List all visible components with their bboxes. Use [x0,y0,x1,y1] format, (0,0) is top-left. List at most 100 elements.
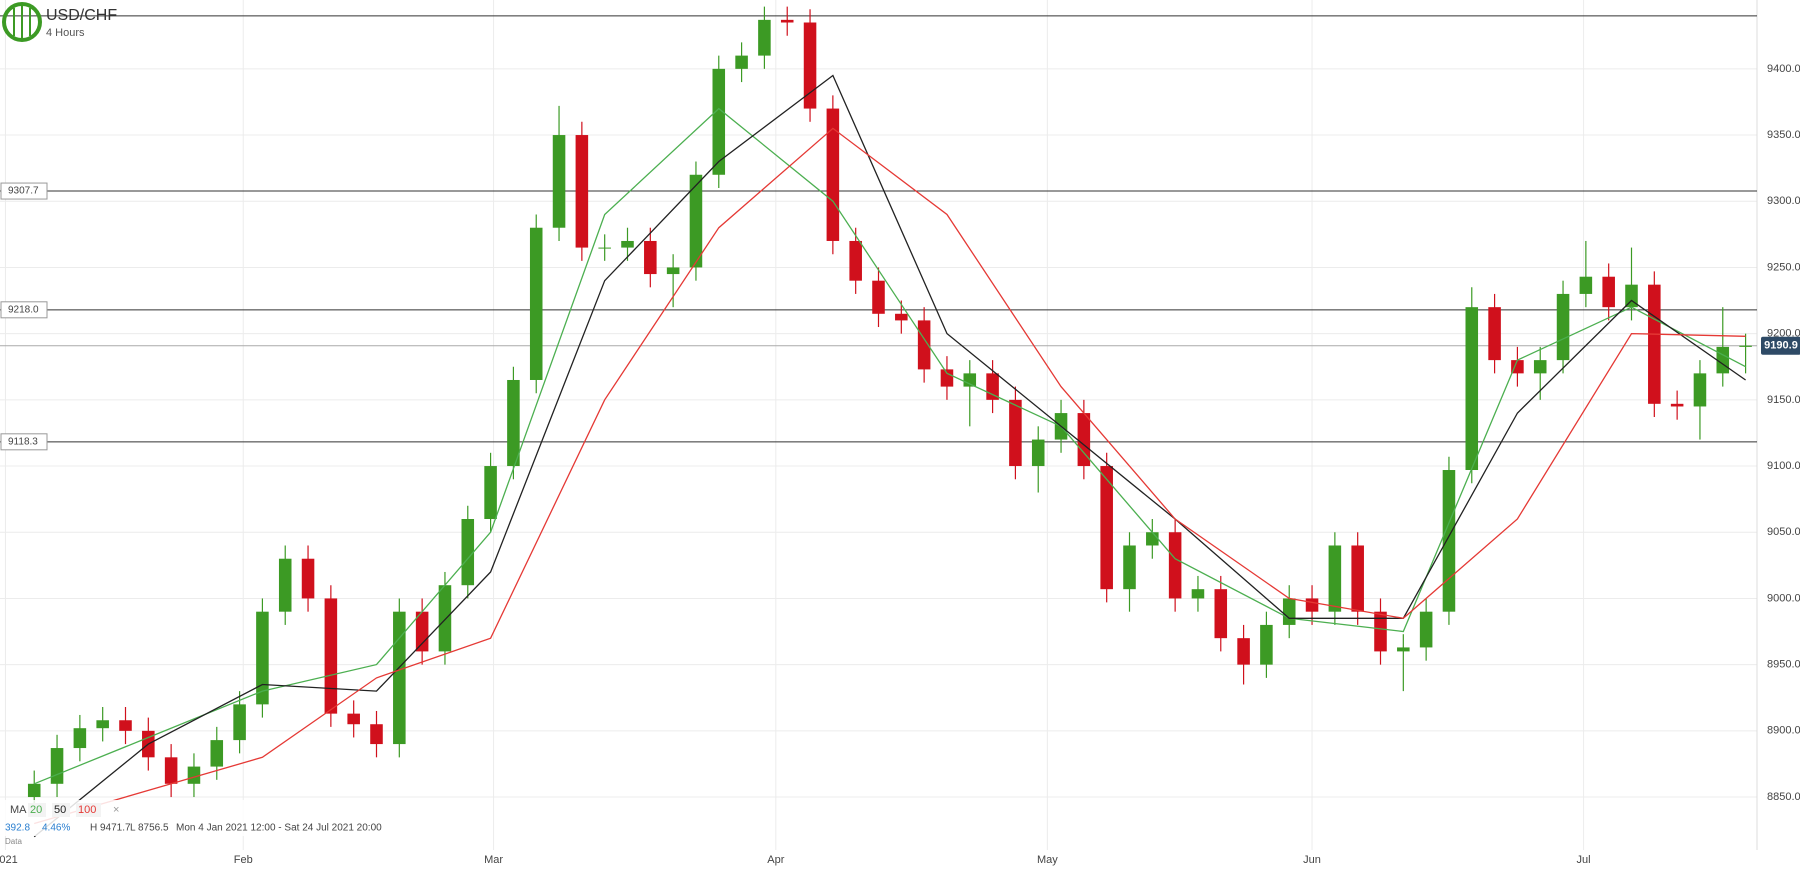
candle-body [1442,470,1456,612]
candle-body [119,720,132,731]
candle-body [484,466,497,520]
candle-body [963,373,977,387]
y-tick-label: 8950.0 [1767,659,1800,671]
candle-body [598,247,611,249]
candle-body [666,267,680,275]
candle-body [1009,399,1022,467]
candle-body [1191,589,1205,599]
candle-body [552,135,566,228]
y-tick-label: 9000.0 [1767,592,1800,604]
candle-body [529,227,543,380]
candle-body [1328,545,1342,612]
y-tick-label: 8850.0 [1767,791,1800,803]
candle-body [1100,466,1113,590]
candle-body [575,135,589,248]
candle-body [1123,545,1136,590]
candle-body [1625,284,1638,308]
y-tick-label: 9300.0 [1767,195,1800,207]
candle-body [233,704,246,741]
candle-body [1214,589,1228,639]
candle-body [1716,346,1730,374]
candle-body [27,783,41,798]
legend-swatch [76,803,101,817]
x-tick-label: Mar [484,854,503,866]
candle-body [758,19,771,56]
x-tick-label: 2021 [0,854,18,866]
candle-body [644,240,657,275]
candle-body [1579,276,1593,294]
candle-body [278,558,292,612]
info-high: H 9471.7 [90,823,131,834]
candle-body [1739,345,1752,347]
legend-entry: 50 [54,804,66,816]
y-tick-label: 9250.0 [1767,261,1800,273]
candle-body [986,373,999,400]
candle-body [210,740,224,767]
level-label-box [0,301,48,319]
candle-body [73,728,87,749]
legend-swatch [52,803,70,817]
candle-body [689,174,703,268]
legend-entry: 20 [30,804,42,816]
candle-body [415,611,429,652]
candle-body [712,68,726,175]
level-label: 9218.0 [8,304,39,315]
y-tick-label: 9100.0 [1767,460,1800,472]
candle-body [1670,403,1684,407]
level-label-box [0,433,48,451]
candle-body [1511,360,1524,374]
x-tick-label: Apr [767,854,784,866]
candle-body [1465,307,1479,471]
candle-body [1419,611,1433,648]
chart-subtitle: 4 Hours [46,27,85,39]
level-label: 9307.7 [8,186,39,197]
candle-body [826,108,840,241]
legend-close: × [113,804,119,816]
x-tick-label: May [1037,854,1058,866]
y-tick-label: 9050.0 [1767,526,1800,538]
candle-body [256,611,269,705]
candle-body [780,19,794,23]
candle-body [1351,545,1364,612]
candle-body [1397,647,1410,652]
ma-line [33,107,1746,785]
candle-body [1488,307,1501,361]
info-change-pct: 4.46% [42,823,70,834]
candle-body [895,313,908,321]
candle-body [849,240,862,281]
candle-body [1533,360,1547,374]
candle-body [1237,638,1250,665]
last-price-label: 9190.9 [1764,340,1798,352]
candle-body [1556,293,1570,361]
info-source: Data [5,837,22,846]
candle-body [940,369,954,387]
plot-area: 9307.7 9218.0 9118.3 [0,0,1758,850]
candle-body [621,240,634,248]
candle-body [1168,532,1182,599]
candle-body [1693,373,1707,407]
candle-body [50,748,64,784]
candle-body [803,22,817,109]
y-tick-label: 9400.0 [1767,63,1800,75]
logo-mark [13,4,31,40]
x-tick-label: Jul [1577,854,1591,866]
logo [2,2,42,42]
ma-line [34,127,1746,825]
candle-body [438,585,452,652]
candle-body [872,280,885,314]
ma-line [33,74,1746,838]
y-tick-label: 9350.0 [1767,129,1800,141]
candle-body [1077,413,1091,467]
chart-title: USD/CHF [46,7,117,24]
candle-body [1146,532,1159,546]
legend-swatch [28,803,46,817]
candle-body [1305,598,1319,612]
y-tick-label: 9200.0 [1767,328,1800,340]
candle-body [1602,276,1615,308]
candle-body [917,320,931,370]
info-change: 392.8 [5,823,30,834]
candle-body [461,519,475,586]
candle-body [735,55,748,69]
